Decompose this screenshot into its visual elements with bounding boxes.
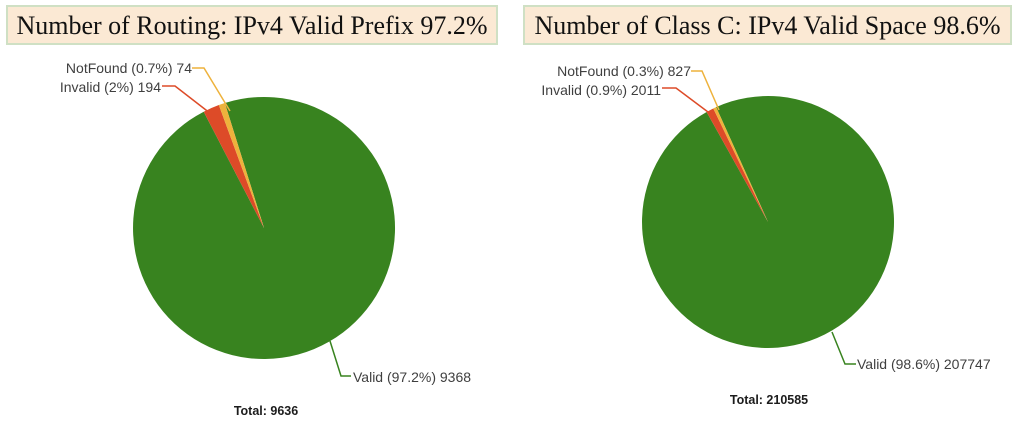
invalid-slice-right <box>706 108 768 222</box>
notfound-leader-line-right <box>691 70 720 111</box>
notfound-slice-right <box>713 107 768 222</box>
valid-slice-right <box>642 95 895 348</box>
invalid-leader-line-left <box>162 85 216 118</box>
pie-chart-right <box>642 70 895 365</box>
invalid-slice-left <box>203 105 264 228</box>
pie-chart-left <box>133 67 396 377</box>
valid-leader-line-left <box>329 340 351 377</box>
notfound-callout-label-left: NotFound (0.7%) 74 <box>65 60 192 76</box>
invalid-callout-label-right: Invalid (0.9%) 2011 <box>541 82 661 98</box>
invalid-callout-label-left: Invalid (2%) 194 <box>59 79 161 95</box>
valid-callout-label-left: Valid (97.2%) 9368 <box>353 369 472 385</box>
chart-title-routing: Number of Routing: IPv4 Valid Prefix 97.… <box>6 5 498 45</box>
valid-slice-left <box>133 96 396 359</box>
chart-title-class-c: Number of Class C: IPv4 Valid Space 98.6… <box>523 5 1012 45</box>
notfound-slice-left <box>218 102 264 228</box>
notfound-leader-line-left <box>192 67 231 112</box>
valid-callout-label-right: Valid (98.6%) 207747 <box>857 356 991 372</box>
invalid-leader-line-right <box>662 87 713 116</box>
notfound-callout-label-right: NotFound (0.3%) 827 <box>557 63 691 79</box>
valid-leader-line-right <box>831 331 856 365</box>
total-label-right: Total: 210585 <box>729 393 809 407</box>
total-label-left: Total: 9636 <box>233 404 299 418</box>
